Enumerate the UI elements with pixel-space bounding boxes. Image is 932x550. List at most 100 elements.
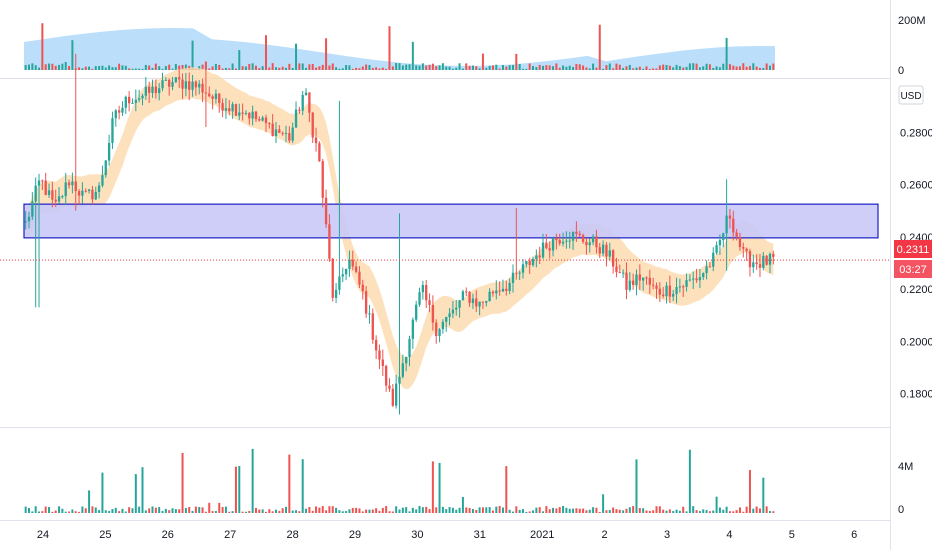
volume-bar — [698, 67, 701, 70]
volume-bar — [181, 452, 184, 513]
candle — [67, 179, 71, 189]
volume-bar — [38, 67, 41, 70]
volume-bar — [565, 507, 568, 513]
volume-bar — [628, 64, 631, 70]
volume-bar — [478, 507, 481, 513]
volume-bar — [665, 510, 668, 513]
volume-bar — [238, 50, 241, 70]
candle — [488, 288, 491, 302]
candle — [127, 91, 131, 112]
volume-bar — [712, 67, 715, 70]
volume-bar — [708, 511, 711, 513]
resistance-zone[interactable] — [23, 203, 879, 239]
volume-bar — [772, 63, 775, 70]
volume-bar — [358, 68, 361, 70]
volume-bar — [44, 506, 47, 513]
volume-bar — [268, 509, 271, 513]
volume-bar — [592, 507, 595, 513]
volume-bar — [542, 65, 545, 70]
volume-bar — [688, 449, 691, 513]
candle — [114, 109, 117, 127]
candle — [361, 279, 364, 300]
volume-bar — [525, 511, 528, 513]
volume-bar — [234, 68, 237, 70]
volume-bar — [542, 511, 545, 513]
volume-bar — [732, 65, 735, 70]
candle — [431, 295, 435, 331]
candle — [291, 122, 294, 144]
volume-bar — [68, 66, 71, 70]
candle — [47, 183, 51, 198]
candle — [481, 301, 485, 309]
volume-bar — [375, 508, 378, 513]
candle — [44, 172, 47, 196]
volume-bar — [348, 65, 351, 70]
candle — [194, 80, 198, 96]
volume-bar — [501, 64, 504, 70]
volume-bar — [328, 506, 331, 513]
date-tick-label: 25 — [99, 529, 111, 541]
candle — [441, 319, 445, 334]
candle — [621, 269, 625, 279]
volume-bar — [201, 507, 204, 513]
candle — [545, 234, 548, 250]
price-pane[interactable] — [0, 53, 890, 415]
candle — [591, 234, 595, 246]
price-scale[interactable]: 0.28000.26000.24000.22000.20000.1800200M… — [898, 15, 932, 516]
candle — [224, 97, 228, 119]
volume-bar — [361, 66, 364, 70]
volume-bar — [355, 507, 358, 513]
volume-bar — [194, 506, 197, 513]
volume-bar — [171, 508, 174, 513]
volume-bar — [421, 63, 424, 70]
volume-bar — [608, 510, 611, 513]
volume-bar — [521, 68, 524, 70]
candle — [294, 101, 298, 128]
volume-bar — [662, 64, 665, 70]
candle — [475, 290, 478, 313]
candle — [668, 275, 672, 304]
candle — [758, 254, 762, 278]
volume-bar — [471, 508, 474, 513]
volume-bar — [158, 66, 161, 70]
volume-bar — [28, 507, 31, 513]
volume-bar — [94, 507, 97, 513]
volume-bar — [725, 506, 728, 513]
candle — [154, 79, 158, 99]
candle — [57, 187, 61, 204]
volume-bar — [88, 66, 91, 70]
candle — [218, 93, 221, 113]
volume-bar — [111, 67, 114, 70]
volume-bar — [144, 510, 147, 513]
volume-bar — [355, 67, 358, 70]
candle — [341, 267, 344, 283]
volume-bar — [191, 510, 194, 513]
volume-bar — [642, 508, 645, 513]
volume-bar — [278, 67, 281, 70]
candle — [655, 282, 658, 299]
volume-bar — [275, 67, 278, 70]
volume-bar — [348, 509, 351, 513]
price-tick-label: 0.2000 — [900, 336, 932, 348]
volume-bar — [431, 63, 434, 70]
volume-bar — [124, 65, 127, 70]
volume-bar — [438, 65, 441, 70]
volume-bar — [461, 68, 464, 70]
volume-bar — [495, 506, 498, 513]
candle — [324, 189, 328, 228]
candle — [458, 299, 461, 318]
candle — [461, 289, 465, 301]
volume-bar — [54, 65, 57, 70]
volume-bar — [682, 67, 685, 70]
candle — [468, 290, 471, 307]
candle — [308, 92, 311, 123]
volume-bar — [458, 507, 461, 513]
volume-bar — [101, 472, 104, 513]
candle — [314, 127, 318, 152]
volume-bar — [762, 68, 765, 70]
candle — [611, 249, 615, 274]
time-scale[interactable]: 24 25 26 27 28 29 30 31 2021 2 3 4 5 6 — [37, 529, 857, 541]
volume-bar — [74, 511, 77, 513]
currency-button[interactable]: USD — [898, 85, 924, 105]
